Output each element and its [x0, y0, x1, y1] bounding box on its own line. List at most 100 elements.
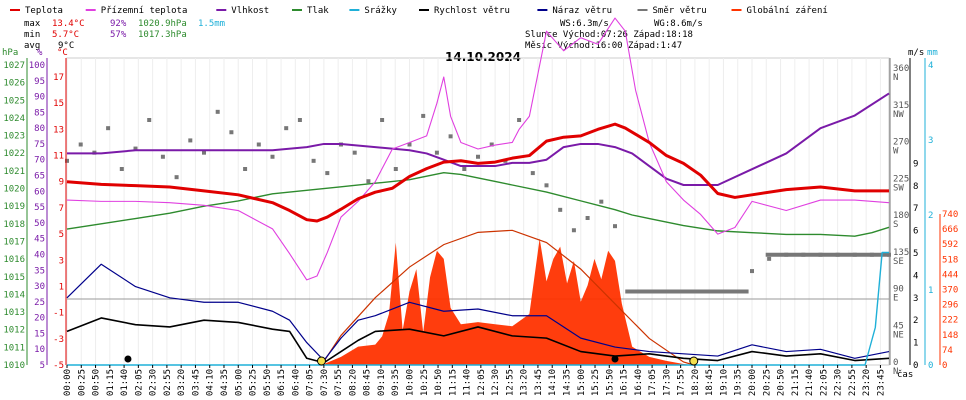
- humidity-tick: 35: [34, 266, 45, 276]
- direction-point: [133, 146, 138, 151]
- wind-speed-info: WS:6.3m/s: [560, 19, 609, 29]
- x-tick-label: 01:40: [120, 369, 130, 396]
- pressure-tick: 1025: [3, 96, 25, 106]
- direction-point: [202, 150, 206, 155]
- stat-max-temp: 13.4°C: [52, 19, 85, 29]
- x-tick-label: 15:00: [577, 369, 587, 396]
- temperature-tick: -5: [53, 361, 64, 371]
- direction-point: [174, 175, 179, 180]
- series-temperature: [66, 122, 889, 223]
- x-tick-label: 08:20: [348, 369, 358, 396]
- x-tick-label: 02:05: [134, 369, 144, 396]
- x-tick-label: 15:50: [605, 369, 615, 396]
- pressure-tick: 1013: [3, 308, 25, 318]
- x-tick-label: 12:30: [491, 369, 501, 396]
- pressure-tick: 1026: [3, 79, 25, 89]
- direction-name: NE: [893, 330, 904, 340]
- x-tick-label: 08:45: [363, 369, 373, 396]
- wind-tick: 8: [913, 182, 918, 192]
- direction-segment: [625, 289, 749, 294]
- humidity-tick: 70: [34, 156, 45, 166]
- axis-unit: m/s: [908, 48, 924, 58]
- direction-point: [256, 142, 261, 147]
- stat-min-temp: 5.7°C: [52, 30, 79, 40]
- x-tick-label: 05:25: [249, 369, 259, 396]
- stat-avg-temp: 9°C: [58, 41, 74, 51]
- direction-point: [613, 224, 617, 229]
- x-tick-label: 07:55: [334, 369, 344, 396]
- direction-point: [229, 130, 234, 135]
- x-tick-label: 19:10: [719, 369, 729, 396]
- direction-point: [366, 179, 371, 184]
- direction-tick: 360: [893, 64, 909, 74]
- axes: 1027102610251024102310221021102010191018…: [2, 48, 958, 396]
- direction-tick: 225: [893, 174, 909, 184]
- direction-point: [434, 150, 439, 155]
- direction-point: [106, 126, 111, 131]
- x-tick-label: 09:35: [391, 369, 401, 396]
- pressure-tick: 1020: [3, 185, 25, 195]
- legend-item: Náraz větru: [552, 6, 612, 16]
- humidity-tick: 20: [34, 314, 45, 324]
- legend-item: Teplota: [25, 6, 63, 16]
- direction-point: [750, 269, 754, 274]
- radiation-tick: 296: [942, 301, 958, 311]
- legend-item: Přízemní teplota: [101, 6, 188, 16]
- direction-point: [462, 167, 467, 171]
- direction-point: [767, 256, 772, 261]
- x-tick-label: 17:30: [662, 369, 672, 396]
- radiation-tick: 444: [942, 270, 958, 280]
- x-tick-label: 20:25: [762, 369, 772, 396]
- astro-info: WS:6.3m/s WG:8.6m/s Slunce Východ:07:26 …: [525, 19, 703, 51]
- humidity-tick: 45: [34, 235, 45, 245]
- radiation-tick: 592: [942, 240, 958, 250]
- humidity-tick: 100: [29, 61, 45, 71]
- x-tick-label: 00:25: [77, 369, 87, 396]
- x-tick-label: 02:30: [149, 369, 159, 396]
- direction-point: [585, 216, 590, 220]
- x-tick-label: 12:55: [505, 369, 515, 396]
- direction-tick: 45: [893, 321, 904, 331]
- pressure-tick: 1024: [3, 114, 25, 124]
- legend-item: Srážky: [364, 6, 397, 16]
- legend-item: Globální záření: [747, 6, 828, 16]
- legend-item: Tlak: [307, 6, 329, 16]
- radiation-tick: 222: [942, 316, 958, 326]
- direction-tick: 315: [893, 101, 909, 111]
- rain-tick: 1: [928, 286, 933, 296]
- x-tick-label: 14:10: [548, 369, 558, 396]
- x-tick-label: 18:20: [691, 369, 701, 396]
- axis-unit: hPa: [2, 48, 18, 58]
- radiation-tick: 518: [942, 255, 958, 265]
- x-tick-label: 21:40: [805, 369, 815, 396]
- sunrise-marker: [316, 356, 326, 366]
- moonset-marker: [124, 355, 132, 363]
- direction-name: S: [893, 220, 898, 230]
- direction-point: [78, 142, 83, 147]
- x-tick-label: 05:00: [234, 369, 244, 396]
- radiation-tick: 148: [942, 331, 958, 341]
- plot-area: [65, 17, 891, 366]
- temperature-tick: 15: [53, 99, 64, 109]
- stat-max-rain: 1.5mm: [198, 19, 225, 29]
- direction-point: [297, 118, 302, 122]
- x-tick-label: 03:20: [177, 369, 187, 396]
- pressure-tick: 1016: [3, 255, 25, 265]
- wind-tick: 6: [913, 227, 918, 237]
- temperature-tick: 5: [59, 230, 64, 240]
- radiation-area: [323, 238, 694, 365]
- moon-info: Měsíc Východ:16:00 Západ:1:47: [525, 41, 682, 51]
- x-tick-label: 09:10: [377, 369, 387, 396]
- x-tick-label: 01:15: [106, 369, 116, 396]
- x-tick-label: 04:35: [220, 369, 230, 396]
- x-tick-label: 17:55: [677, 369, 687, 396]
- legend-item: Rychlost větru: [434, 6, 510, 16]
- humidity-tick: 10: [34, 345, 45, 355]
- direction-name: N: [893, 73, 898, 83]
- wind-tick: 1: [913, 339, 918, 349]
- direction-point: [325, 171, 330, 176]
- direction-point: [544, 183, 549, 188]
- direction-point: [215, 109, 220, 114]
- sun-info: Slunce Východ:07:26 Západ:18:18: [525, 30, 693, 40]
- stat-min-press: 1017.3hPa: [138, 30, 187, 40]
